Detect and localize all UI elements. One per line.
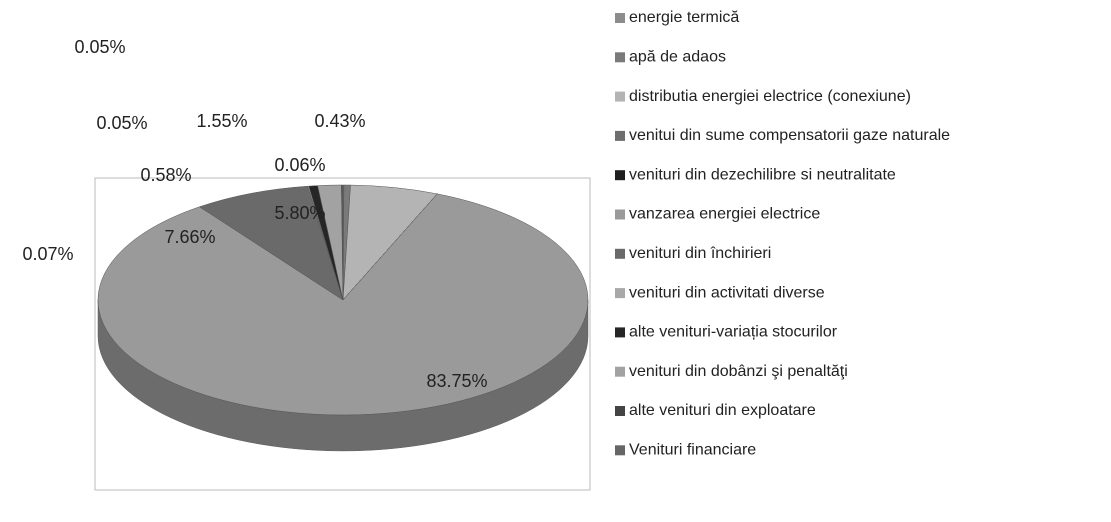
plot-frame: [94, 177, 591, 491]
data-label: 0.43%: [314, 111, 365, 131]
legend-swatch: [615, 327, 625, 338]
legend-swatch: [615, 13, 625, 23]
legend-label: venitui din sume compensatorii gaze natu…: [629, 127, 950, 144]
legend-swatch: [615, 445, 625, 456]
data-label: 83.75%: [426, 371, 487, 391]
data-label: 1.55%: [196, 111, 247, 131]
legend-label: venituri din dezechilibre si neutralitat…: [629, 166, 896, 183]
data-label: 0.05%: [96, 113, 147, 133]
legend-swatch: [615, 288, 625, 299]
legend-swatch: [615, 248, 625, 259]
legend-swatch: [615, 91, 625, 102]
legend-swatch: [615, 366, 625, 377]
legend-label: vanzarea energiei electrice: [629, 206, 820, 223]
data-label: 0.58%: [140, 165, 191, 185]
data-label: 0.05%: [74, 37, 125, 57]
pie-slice: [97, 193, 589, 416]
data-label: 0.07%: [22, 244, 73, 264]
legend-swatch: [615, 406, 625, 416]
legend-label: Venituri financiare: [629, 442, 756, 459]
pie-slice: [198, 185, 344, 301]
legend-label: apă de adaos: [629, 49, 726, 66]
data-label: 5.80%: [274, 203, 325, 223]
legend-swatch: [615, 52, 625, 63]
legend-label: alte venituri-variația stocurilor: [629, 324, 838, 341]
legend-label: energie termică: [629, 9, 739, 26]
legend-label: venituri din închirieri: [629, 245, 771, 262]
legend-label: venituri din activitati diverse: [629, 284, 825, 301]
legend-label: distributia energiei electrice (conexiun…: [629, 88, 911, 105]
pie-slice: [341, 184, 344, 301]
legend-swatch: [615, 130, 625, 141]
data-label: 0.06%: [274, 155, 325, 175]
legend-label: alte venituri din exploatare: [629, 402, 816, 419]
data-label: 7.66%: [164, 227, 215, 247]
legend-label: venituri din dobânzi şi penaltăţi: [629, 363, 848, 380]
legend-swatch: [615, 170, 625, 181]
legend-swatch: [615, 209, 625, 220]
